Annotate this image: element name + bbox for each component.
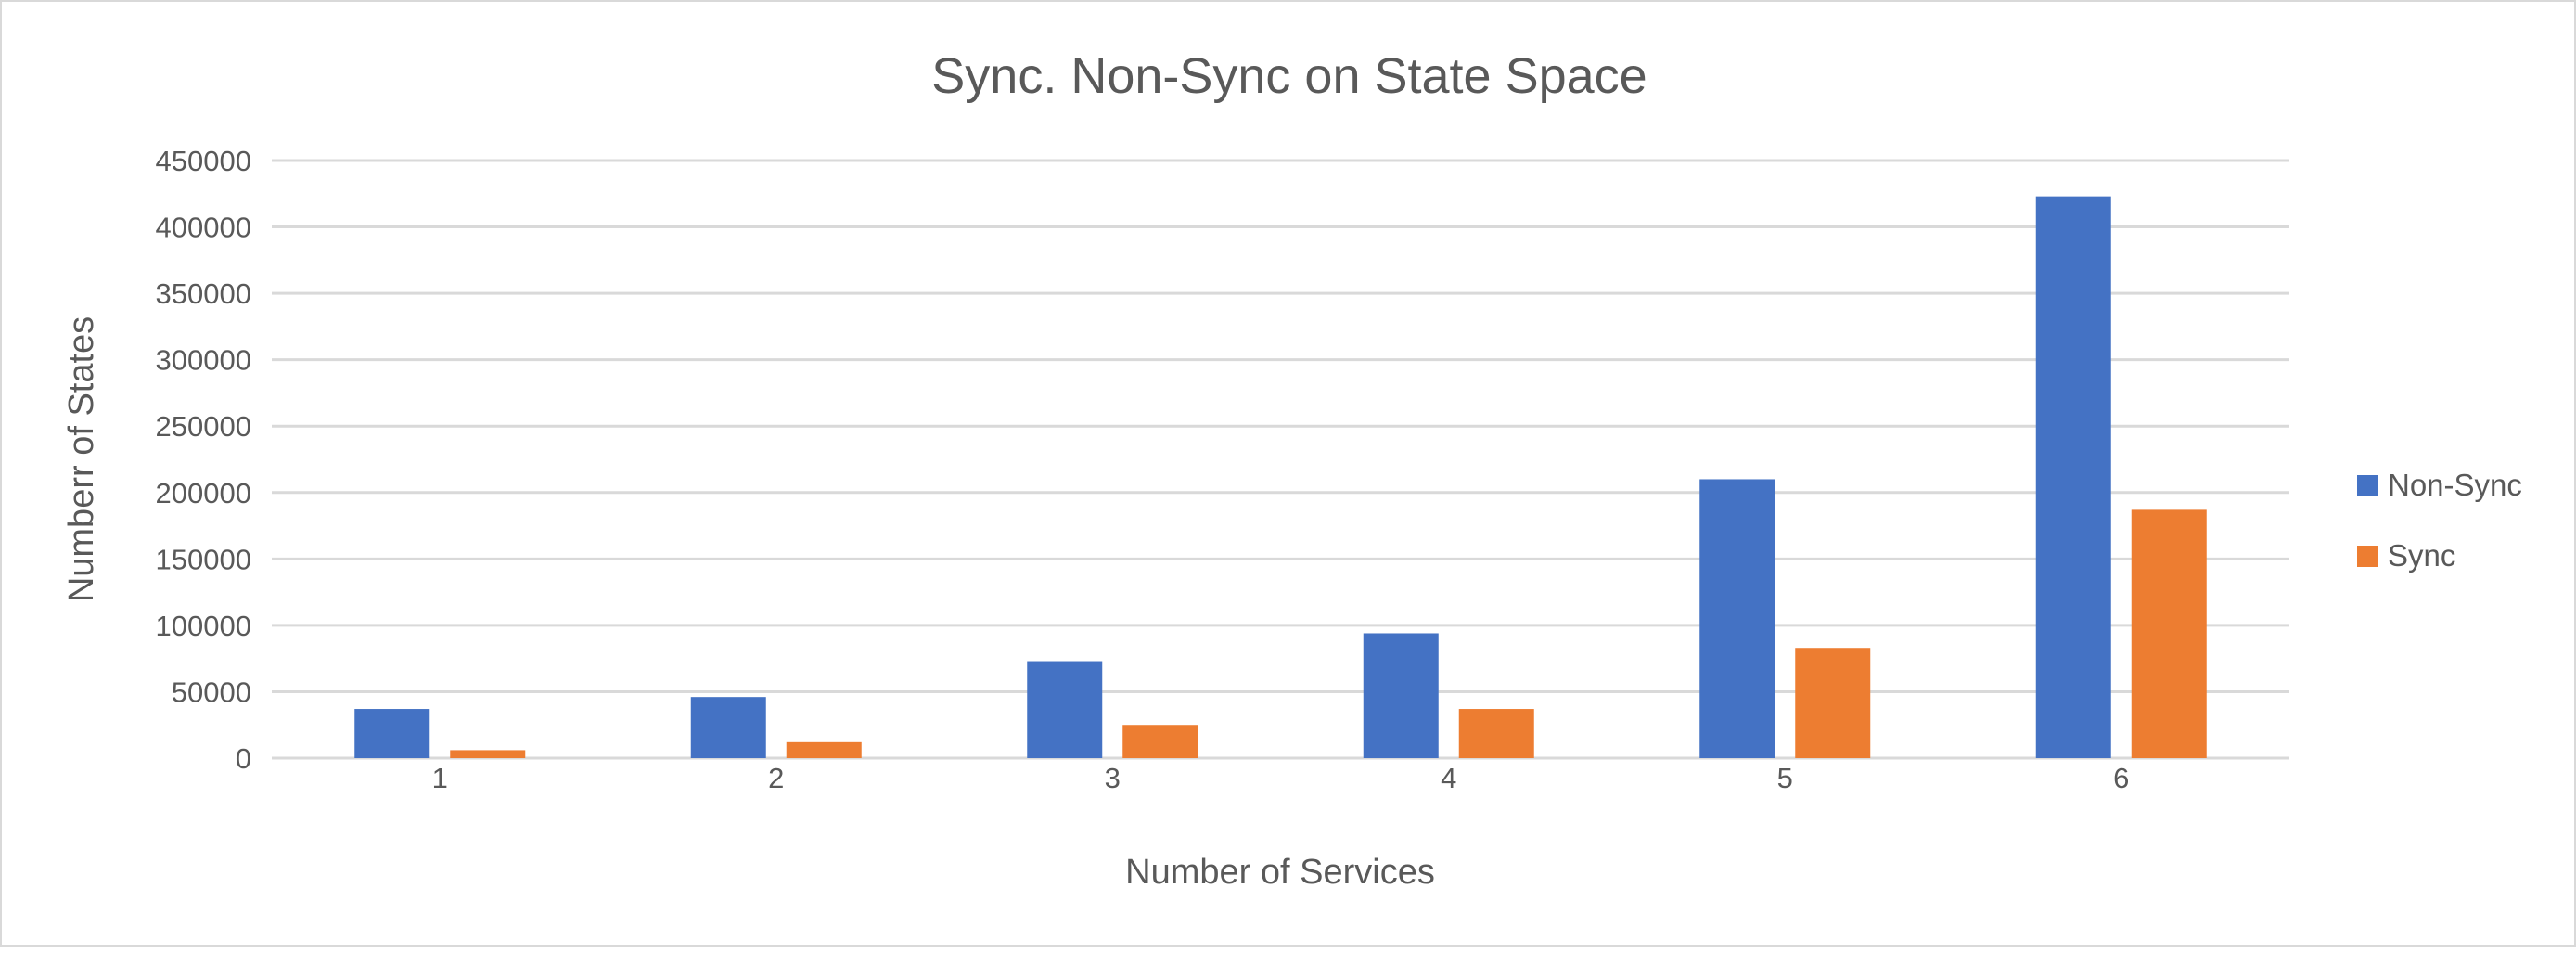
bar-sync [2131, 509, 2207, 758]
legend-label: Non-Sync [2388, 468, 2522, 502]
bar-non-sync [1699, 479, 1775, 758]
bar-non-sync [2035, 196, 2111, 758]
y-tick-label: 250000 [156, 410, 251, 443]
y-tick-label: 200000 [156, 477, 251, 509]
x-tick-label: 5 [1777, 762, 1793, 794]
y-tick-label: 150000 [156, 543, 251, 575]
y-tick-label: 300000 [156, 344, 251, 377]
y-tick-label: 0 [236, 742, 251, 775]
legend-swatch-sync [2357, 546, 2378, 567]
x-tick-label: 1 [432, 762, 448, 794]
y-tick-label: 100000 [156, 610, 251, 642]
bar-sync [1122, 725, 1198, 758]
bar-non-sync [354, 709, 430, 758]
gridlines [272, 159, 2289, 760]
legend-label: Sync [2388, 538, 2455, 573]
y-axis-title: Numberr of States [62, 316, 101, 602]
x-tick-label: 3 [1105, 762, 1121, 794]
bars [354, 196, 2207, 758]
bar-non-sync [1027, 661, 1103, 758]
bar-non-sync [690, 697, 766, 758]
chart-title: Sync. Non-Sync on State Space [931, 48, 1647, 104]
legend-swatch-non-sync [2357, 475, 2378, 496]
legend: Non-Sync Sync [2357, 468, 2522, 573]
bar-sync [786, 741, 862, 758]
x-tick-label: 2 [768, 762, 784, 794]
bar-sync [450, 750, 526, 758]
y-tick-label: 450000 [156, 145, 251, 177]
y-tick-label: 350000 [156, 277, 251, 310]
x-tick-label: 6 [2113, 762, 2129, 794]
bar-sync [1795, 648, 1871, 758]
y-tick-labels: 0 50000 100000 150000 200000 250000 300000 3500… [156, 145, 251, 775]
x-tick-label: 4 [1441, 762, 1456, 794]
bar-sync [1458, 709, 1534, 758]
x-axis-title: Number of Services [1125, 853, 1435, 892]
bar-non-sync [1363, 633, 1439, 758]
y-tick-label: 50000 [172, 676, 251, 708]
x-tick-labels: 1 2 3 4 5 6 [432, 762, 2130, 794]
y-tick-label: 400000 [156, 212, 251, 244]
